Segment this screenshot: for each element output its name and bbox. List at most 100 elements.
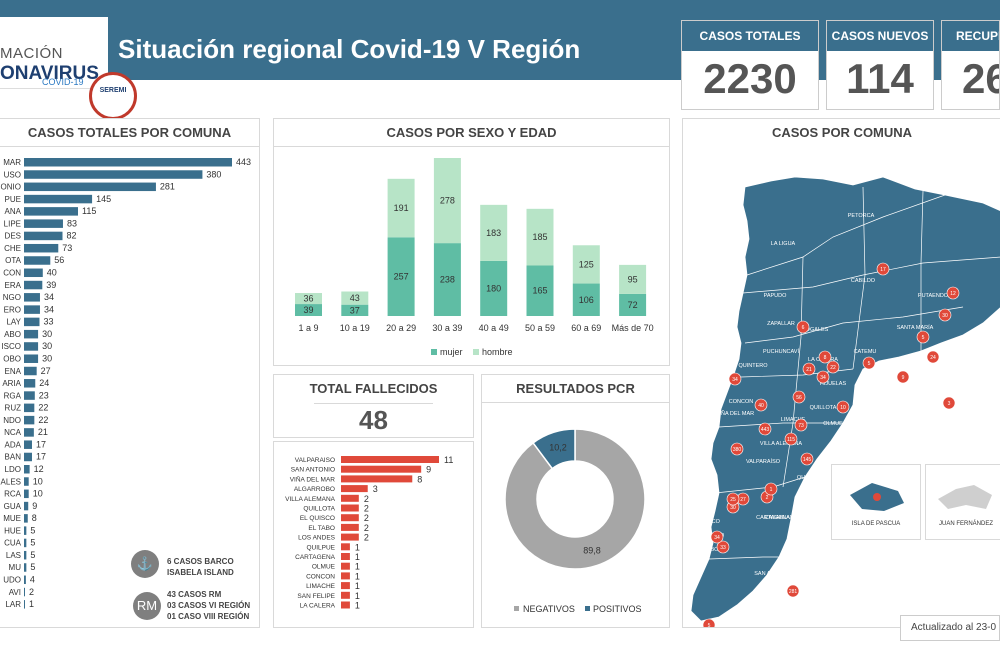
comuna-bar <box>24 465 30 474</box>
fallecidos-value: 1 <box>355 591 360 601</box>
map-commune-label: HIJUELAS <box>820 381 847 387</box>
mujer-value: 257 <box>394 272 409 282</box>
hombre-value: 95 <box>628 274 638 284</box>
fallecidos-label: ALGARROBO <box>294 486 335 493</box>
map-case-count: 40 <box>758 403 764 409</box>
comuna-value: 8 <box>32 513 37 523</box>
comuna-label: ONIO <box>1 183 21 192</box>
comuna-label: LAR <box>5 600 21 609</box>
comuna-label: BAN <box>5 453 22 462</box>
map-commune-label: ZAPALLAR <box>767 321 795 327</box>
comuna-label: CHE <box>4 244 21 253</box>
mujer-value: 180 <box>486 283 501 293</box>
comuna-value: 17 <box>36 439 46 449</box>
comuna-value: 5 <box>30 550 35 560</box>
legend-negativos-label: NEGATIVOS <box>523 604 575 614</box>
mujer-bar <box>433 243 461 316</box>
fallecidos-bar <box>341 456 439 463</box>
legend-hombre-swatch <box>473 349 479 355</box>
comuna-bar <box>24 403 35 413</box>
fallecidos-bar <box>341 514 359 522</box>
map-commune-label: PUCHUNCAVÍ <box>763 348 799 355</box>
comuna-value: 82 <box>67 231 77 241</box>
isla-marker <box>873 493 881 501</box>
juan-fernandez-map: JUAN FERNÁNDEZ <box>938 485 993 527</box>
comuna-label: UDO <box>3 576 21 585</box>
map-case-count: 30 <box>730 505 736 511</box>
comuna-value: 34 <box>44 304 54 314</box>
mujer-bar <box>480 260 508 316</box>
map-case-marker <box>792 390 806 404</box>
fallecidos-value: 9 <box>426 465 431 475</box>
comuna-bar <box>24 391 35 400</box>
legend-positivos-label: POSITIVOS <box>593 604 642 614</box>
updated-label: Actualizado al 23-0 <box>900 615 1000 641</box>
mujer-bar <box>341 304 369 316</box>
map-case-count: 34 <box>820 375 826 381</box>
fallecidos-bar <box>341 591 350 599</box>
comuna-bar <box>24 600 25 609</box>
map-case-count: 12 <box>950 291 956 297</box>
kpi-total-value: 2230 <box>703 55 797 102</box>
comuna-label: NGO <box>3 293 21 302</box>
fallecidos-value: 48 <box>314 403 433 436</box>
fallecidos-label: VALPARAISO <box>295 457 335 464</box>
comuna-bar <box>24 317 40 327</box>
map-commune-label: LLAYLLAY <box>858 389 884 395</box>
map-case-marker <box>946 286 960 300</box>
seremi-seal: SEREMI <box>89 72 137 120</box>
map-case-count: 73 <box>798 423 804 429</box>
hombre-bar <box>526 208 554 266</box>
comuna-label: AVI <box>9 588 21 597</box>
map-case-count: 380 <box>733 447 742 453</box>
fallecidos-label: LIMACHE <box>306 583 336 590</box>
map-case-count: 115 <box>787 437 795 443</box>
note-barco: 6 CASOS BARCO ISABELA ISLAND <box>167 556 234 578</box>
comuna-label: GUA <box>4 502 22 511</box>
fallecidos-bar <box>341 553 350 560</box>
mujer-bar <box>572 283 600 316</box>
ship-icon: ⚓ <box>131 550 159 578</box>
map-case-marker <box>818 350 832 364</box>
map-case-count: 21 <box>806 367 812 373</box>
pcr-slice-negativos <box>504 428 646 570</box>
comuna-value: 281 <box>160 182 175 192</box>
fallecidos-value: 2 <box>364 533 369 543</box>
region-map: PETORCA LA LIGUA CABILDO PUTAENDO PAPUDO ZAPA… <box>684 176 1000 635</box>
map-commune-label: QUINTERO <box>738 363 768 369</box>
note-rm: 43 CASOS RM 03 CASOS VI REGIÓN 01 CASO V… <box>167 589 250 622</box>
map-commune-label: QUILLOTA <box>810 405 837 411</box>
panel-map: CASOS POR COMUNA PETORCA LA LIGUA CABILDO P… <box>682 118 1000 635</box>
comuna-label: ENA <box>5 367 22 376</box>
map-case-marker <box>754 398 768 412</box>
comuna-bar <box>24 207 78 216</box>
isla-de-pascua-map: ISLA DE PASCUA <box>850 483 904 527</box>
age-tick-label: 60 a 69 <box>571 323 601 333</box>
comuna-bar <box>24 243 59 253</box>
fallecidos-bar <box>341 523 359 531</box>
fallecidos-bar <box>341 572 350 580</box>
panel-map-title: CASOS POR COMUNA <box>771 125 913 140</box>
map-case-count: 5 <box>922 335 925 341</box>
hombre-bar <box>433 158 461 244</box>
comuna-value: 30 <box>42 329 52 339</box>
comuna-value: 5 <box>30 562 35 572</box>
region-shape <box>690 176 1000 622</box>
comuna-value: 24 <box>39 378 49 388</box>
map-case-count: 2 <box>766 495 769 501</box>
comuna-label: ALES <box>1 477 21 486</box>
comuna-label: RGA <box>4 391 22 400</box>
comuna-label: LAY <box>6 318 21 327</box>
map-case-marker <box>728 372 742 386</box>
comuna-label: ERO <box>4 305 21 314</box>
map-case-count: 5 <box>708 623 711 627</box>
mujer-bar <box>619 293 647 316</box>
comuna-value: 17 <box>36 452 46 462</box>
comuna-value: 73 <box>62 243 72 253</box>
fallecidos-value: 2 <box>364 513 369 523</box>
comuna-bar <box>24 354 39 363</box>
fallecidos-value: 1 <box>355 552 360 562</box>
comuna-bar <box>24 182 156 192</box>
